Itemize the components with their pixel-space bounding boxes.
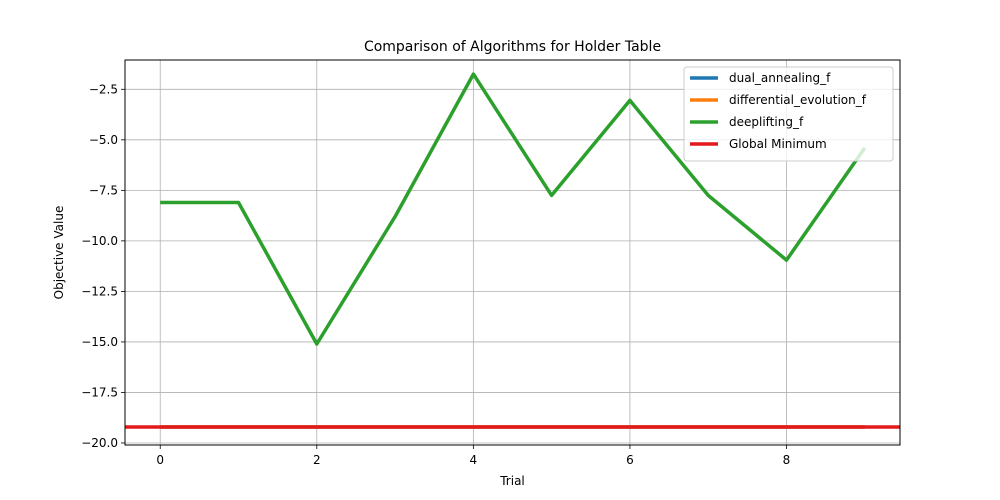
- x-tick-label: 8: [783, 453, 791, 467]
- x-tick-label: 0: [156, 453, 164, 467]
- chart-title: Comparison of Algorithms for Holder Tabl…: [364, 39, 661, 55]
- y-tick-label: −10.0: [81, 234, 118, 248]
- series-line-deeplifting-f: [160, 72, 867, 346]
- y-tick-label: −12.5: [81, 284, 118, 298]
- plot-frame: [124, 59, 901, 446]
- legend-label: differential_evolution_f: [729, 93, 867, 107]
- legend-label: dual_annealing_f: [729, 71, 831, 85]
- legend-label: Global Minimum: [729, 137, 827, 151]
- y-tick-label: −17.5: [81, 385, 118, 399]
- legend: dual_annealing_f differential_evolution_f…: [683, 66, 894, 162]
- legend-label: deeplifting_f: [729, 115, 804, 129]
- ticks: 0 2 4 6 8 −2.5 −5.0 −7.5 −10.0 −12.5 −15.0 −17.5 −20…: [81, 82, 790, 467]
- series-layer: [125, 72, 900, 429]
- y-tick-label: −5.0: [89, 133, 118, 147]
- x-axis-label: Trial: [499, 474, 525, 488]
- y-tick-label: −20.0: [81, 436, 118, 450]
- x-tick-label: 6: [626, 453, 634, 467]
- x-tick-label: 4: [470, 453, 478, 467]
- legend-box: [683, 66, 894, 162]
- y-axis-label: Objective Value: [52, 206, 66, 300]
- x-tick-label: 2: [313, 453, 321, 467]
- y-tick-label: −7.5: [89, 183, 118, 197]
- y-tick-label: −2.5: [89, 82, 118, 96]
- y-tick-label: −15.0: [81, 335, 118, 349]
